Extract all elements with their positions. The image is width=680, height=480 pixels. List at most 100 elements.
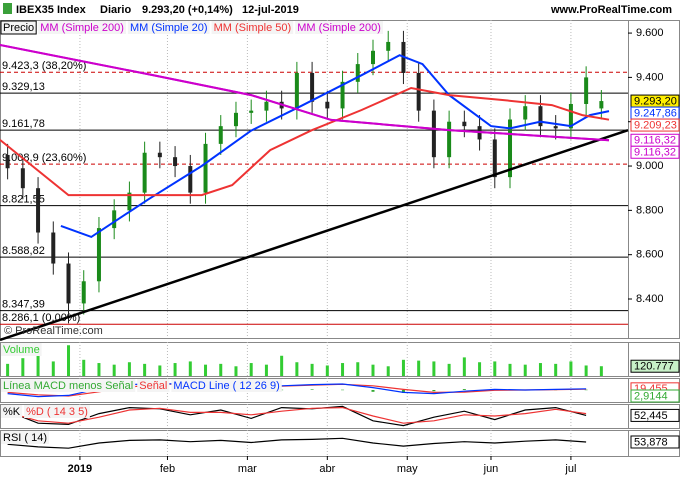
candle-body xyxy=(447,121,452,158)
bar xyxy=(341,363,345,376)
candle-body xyxy=(310,72,315,102)
candle-body xyxy=(325,101,330,109)
y-tick-label: 8.400 xyxy=(636,293,664,305)
y-tick-label: 9.000 xyxy=(636,160,664,172)
bar xyxy=(188,361,192,376)
x-tick-label: abr xyxy=(319,463,335,475)
legend-item: Volume xyxy=(3,344,40,356)
line-series xyxy=(7,437,587,449)
bar xyxy=(371,390,375,392)
legend-bg xyxy=(211,21,294,34)
value-tag-label: 9.247,86 xyxy=(634,107,677,119)
candle-body xyxy=(249,110,254,113)
candle-body xyxy=(355,64,360,82)
bar xyxy=(204,364,208,376)
bar xyxy=(51,361,55,376)
legend-item: MM (Simple 50) xyxy=(214,22,292,34)
candle-body xyxy=(508,119,513,178)
value-tag-label: 9.293,20 xyxy=(634,95,677,107)
header-site: www.ProRealTime.com xyxy=(550,4,672,16)
candle-body xyxy=(127,192,132,211)
bar xyxy=(432,390,436,392)
candle-body xyxy=(81,281,86,304)
level-label: 9.423,3 (38,20%) xyxy=(2,60,86,72)
candle-body xyxy=(584,77,589,104)
legend-item: Precio xyxy=(3,22,34,34)
bar xyxy=(36,355,40,376)
bar xyxy=(569,361,573,376)
candle-body xyxy=(553,126,558,129)
trendline xyxy=(0,128,629,342)
candle-body xyxy=(568,103,573,129)
x-tick-label: jul xyxy=(564,463,576,475)
bar xyxy=(127,362,131,376)
legend-item: Señal xyxy=(139,380,167,392)
bar xyxy=(554,363,558,376)
candle-body xyxy=(492,139,497,178)
y-tick-label: 9.400 xyxy=(636,71,664,83)
bar xyxy=(325,365,329,376)
line-series xyxy=(0,86,610,197)
candle-body xyxy=(203,143,208,193)
candle-body xyxy=(386,41,391,51)
panel-frame xyxy=(0,430,680,457)
bar xyxy=(82,359,86,376)
bar xyxy=(584,365,588,376)
bar xyxy=(401,390,405,393)
bar xyxy=(386,366,390,376)
bar xyxy=(417,360,421,376)
legend-bg xyxy=(1,379,136,392)
candle-body xyxy=(142,152,147,193)
legend-bg xyxy=(171,379,282,392)
x-tick-label: feb xyxy=(160,463,175,475)
candle-body xyxy=(173,157,178,167)
candle-body xyxy=(370,50,375,65)
legend-bg xyxy=(137,379,170,392)
value-tag xyxy=(630,145,680,159)
legend-item: MM (Simple 200) xyxy=(40,22,124,34)
level-label: 9.329,13 xyxy=(2,81,45,93)
legend-bg xyxy=(1,405,23,418)
candle-body xyxy=(538,106,543,127)
level-label: 8.821,55 xyxy=(2,193,45,205)
bar xyxy=(432,361,436,376)
candle-body xyxy=(264,101,269,111)
bar xyxy=(112,364,116,376)
line-series xyxy=(7,406,587,424)
level-label: 9.008,9 (23,60%) xyxy=(2,152,86,164)
line-series xyxy=(7,405,587,427)
candle-body xyxy=(462,121,467,127)
candle-body xyxy=(36,188,41,233)
bar xyxy=(356,362,360,376)
bar xyxy=(6,363,10,376)
candle-body xyxy=(523,106,528,120)
bar xyxy=(280,355,284,376)
value-tag xyxy=(630,389,680,403)
bar xyxy=(21,358,25,376)
header-date: 12-jul-2019 xyxy=(242,4,299,16)
y-tick-label: 8.600 xyxy=(636,249,664,261)
candle-body xyxy=(294,72,299,109)
y-tick-label: 8.800 xyxy=(636,204,664,216)
value-tag-label: 9.116,32 xyxy=(634,135,676,147)
bar xyxy=(234,366,238,376)
level-label: 8.347,39 xyxy=(2,299,45,311)
x-tick-label: mar xyxy=(238,463,257,475)
value-tag-label: 53,878 xyxy=(634,436,668,448)
value-tag-label: 52,445 xyxy=(634,410,668,422)
legend-bg xyxy=(1,343,42,356)
legend-item: MM (Simple 200) xyxy=(297,22,381,34)
panel-frame xyxy=(0,342,680,377)
bar xyxy=(462,357,466,376)
candle-body xyxy=(51,232,56,264)
watermark: © ProRealTime.com xyxy=(4,325,103,337)
x-tick-label: may xyxy=(397,463,418,475)
candle-body xyxy=(340,81,345,109)
legend-item: MM (Simple 20) xyxy=(130,22,208,34)
header-quote: 9.293,20 (+0,14%) xyxy=(142,4,233,16)
candle-body xyxy=(233,112,238,127)
bar xyxy=(584,389,588,391)
candle-body xyxy=(66,263,71,304)
icon xyxy=(3,3,12,14)
